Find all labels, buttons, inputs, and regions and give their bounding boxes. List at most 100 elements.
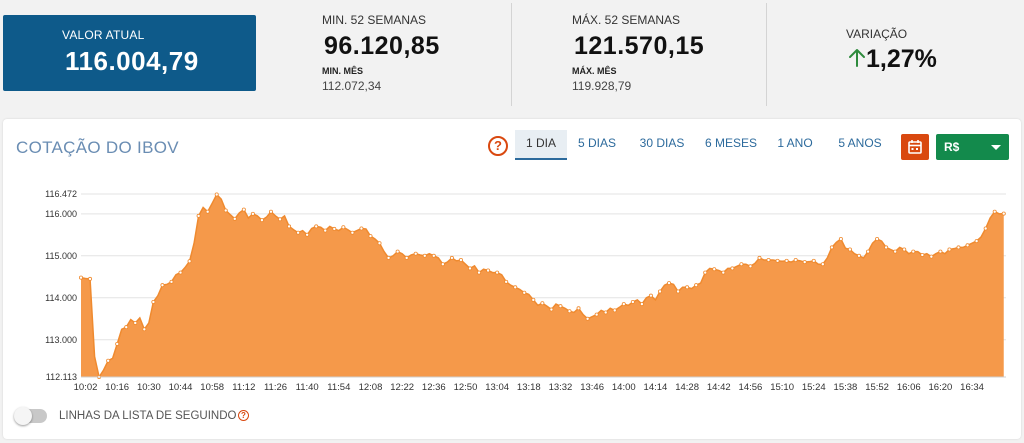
data-point <box>558 304 563 309</box>
data-point <box>467 266 472 271</box>
y-tick-label: 115.000 <box>45 251 77 261</box>
max-month-label: MÁX. MÊS <box>572 66 617 76</box>
data-point <box>259 218 264 223</box>
data-point <box>540 301 545 306</box>
data-point <box>802 260 807 265</box>
y-tick-label: 116.000 <box>45 209 77 219</box>
price-area <box>81 194 1004 377</box>
data-point <box>495 270 500 275</box>
x-tick-label: 14:42 <box>707 382 731 393</box>
toggle-knob <box>14 407 32 425</box>
data-point <box>431 253 436 258</box>
x-tick-label: 15:24 <box>802 382 826 393</box>
chevron-down-icon <box>991 145 1001 150</box>
data-point <box>784 258 789 263</box>
data-point <box>657 289 662 294</box>
current-value: 116.004,79 <box>65 46 199 76</box>
following-lines-toggle[interactable] <box>14 407 47 425</box>
x-tick-label: 10:58 <box>200 382 224 393</box>
current-value-panel: VALOR ATUAL 116.004,79 <box>3 15 256 91</box>
data-point <box>667 281 672 286</box>
data-point <box>178 270 183 275</box>
help-icon[interactable]: ? <box>488 136 508 156</box>
data-point <box>1001 211 1006 216</box>
x-tick-label: 16:20 <box>929 382 953 393</box>
data-point <box>866 249 871 254</box>
data-point <box>440 262 445 267</box>
x-tick-label: 11:12 <box>232 382 255 393</box>
data-point <box>332 226 337 231</box>
data-point <box>477 270 482 275</box>
data-point <box>386 255 391 260</box>
tab-1-ano[interactable]: 1 ANO <box>777 136 813 150</box>
y-tick-label: 112.113 <box>46 372 77 382</box>
x-tick-label: 12:22 <box>390 382 414 393</box>
x-tick-label: 15:52 <box>865 382 889 393</box>
data-point <box>287 224 292 229</box>
divider <box>511 3 512 106</box>
data-point <box>875 237 880 242</box>
data-point <box>603 310 608 315</box>
max-52-weeks-value: 121.570,15 <box>574 32 705 60</box>
chart-title: COTAÇÃO DO IBOV <box>16 138 179 157</box>
x-tick-label: 15:10 <box>770 382 794 393</box>
calendar-icon <box>908 140 922 154</box>
data-point <box>676 289 681 294</box>
data-point <box>142 327 147 332</box>
help-icon[interactable]: ? <box>238 410 249 421</box>
tab-5-dias[interactable]: 5 DIAS <box>577 136 616 150</box>
data-point <box>359 226 364 231</box>
x-tick-label: 14:00 <box>612 382 636 393</box>
data-point <box>567 309 572 314</box>
data-point <box>232 216 237 221</box>
data-point <box>88 276 93 281</box>
data-point <box>920 252 925 257</box>
data-point <box>965 243 970 248</box>
x-tick-label: 14:14 <box>644 382 668 393</box>
data-point <box>829 245 834 250</box>
data-point <box>576 306 581 311</box>
tab-30-dias[interactable]: 30 DIAS <box>639 136 685 150</box>
max-52-weeks-label: MÁX. 52 SEMANAS <box>572 13 681 27</box>
data-point <box>368 234 373 239</box>
data-point <box>549 307 554 312</box>
data-point <box>278 217 283 222</box>
data-point <box>341 225 346 230</box>
x-tick-label: 12:50 <box>454 382 478 393</box>
data-point <box>377 241 382 246</box>
data-point <box>513 285 518 290</box>
divider <box>766 3 767 106</box>
tab-6-meses[interactable]: 6 MESES <box>704 136 758 150</box>
data-point <box>305 232 310 237</box>
min-52-weeks-value: 96.120,85 <box>324 32 440 60</box>
currency-select[interactable]: R$ <box>936 134 1009 160</box>
x-tick-label: 16:06 <box>897 382 921 393</box>
data-point <box>187 259 192 264</box>
calendar-button[interactable] <box>901 134 929 160</box>
data-point <box>793 257 798 262</box>
x-tick-label: 16:34 <box>960 382 984 393</box>
x-tick-label: 13:32 <box>549 382 573 393</box>
variation-label: VARIAÇÃO <box>846 27 908 41</box>
data-point <box>594 312 599 317</box>
data-point <box>323 228 328 233</box>
data-point <box>223 208 228 213</box>
tab-1-dia[interactable]: 1 DIA <box>515 130 567 160</box>
stats-bar: VALOR ATUAL 116.004,79 MIN. 52 SEMANAS 9… <box>0 0 1024 110</box>
data-point <box>214 192 219 197</box>
ibov-area-chart: 112.113 113.000 114.000 115.000 116.000 116.4… <box>45 189 1006 393</box>
x-tick-label: 10:02 <box>74 382 98 393</box>
tab-5-anos[interactable]: 5 ANOS <box>838 136 882 150</box>
data-point <box>531 297 536 302</box>
data-point <box>314 224 319 229</box>
y-tick-label: 116.472 <box>45 189 77 199</box>
data-point <box>296 230 301 235</box>
y-tick-label: 114.000 <box>45 293 77 303</box>
data-point <box>739 262 744 267</box>
data-point <box>748 264 753 269</box>
min-52-weeks-label: MIN. 52 SEMANAS <box>322 13 427 27</box>
data-point <box>350 230 355 235</box>
data-point <box>838 237 843 242</box>
data-point <box>775 258 780 263</box>
data-point <box>712 267 717 272</box>
